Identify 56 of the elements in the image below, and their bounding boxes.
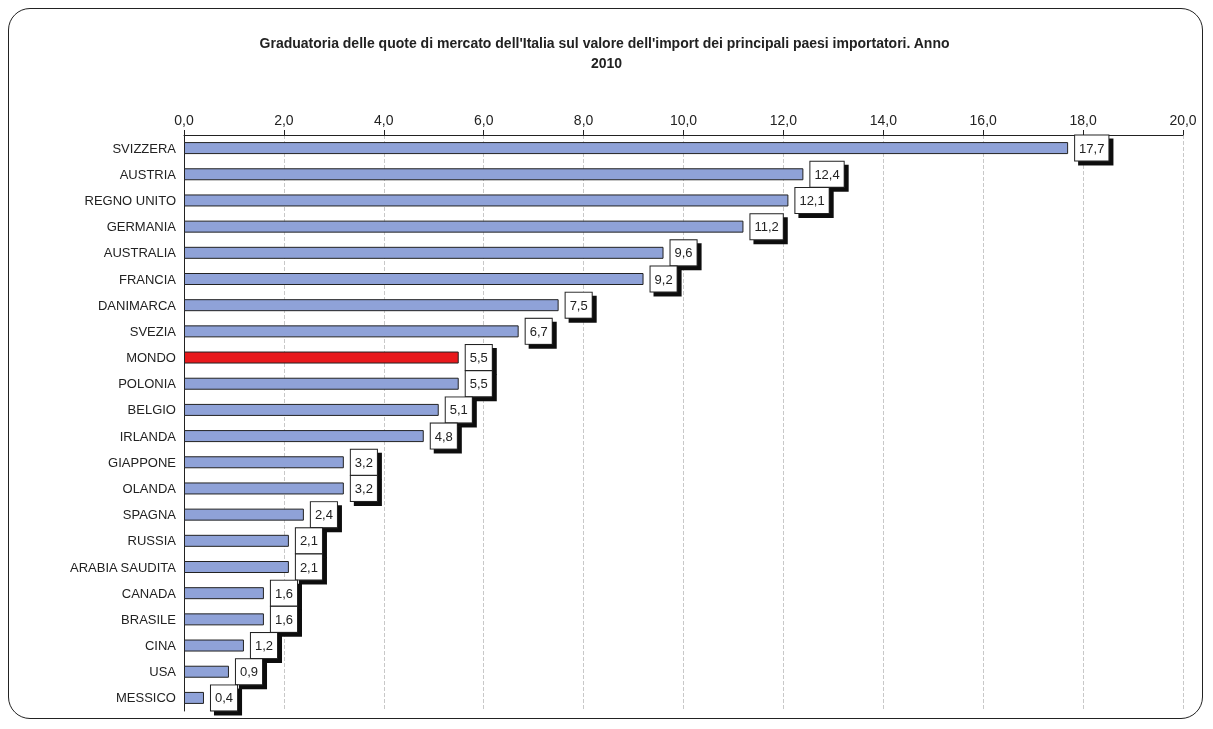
chart-title: Graduatoria delle quote di mercato dell'Italia sul valore dell'import dei principali paesi importatori. Anno 2010 — [259, 35, 954, 71]
data-label: 12,4 — [814, 166, 840, 182]
y-tick-label: POLONIA — [118, 376, 177, 392]
data-label: 9,2 — [654, 271, 673, 287]
data-label: 2,1 — [299, 533, 318, 549]
x-tick-label: 8,0 — [573, 112, 594, 128]
x-tick-label: 18,0 — [1069, 112, 1097, 128]
data-label: 5,1 — [449, 402, 468, 418]
y-tick-label: DANIMARCA — [97, 297, 177, 313]
y-tick-label: AUSTRIA — [119, 166, 177, 182]
data-label: 5,5 — [469, 350, 488, 366]
y-tick-label: FRANCIA — [118, 271, 177, 287]
y-tick-label: RUSSIA — [127, 533, 177, 549]
x-tick-label: 14,0 — [869, 112, 898, 128]
y-tick-label: CINA — [144, 638, 177, 654]
data-label: 1,6 — [274, 611, 293, 627]
data-label: 2,1 — [299, 559, 318, 575]
y-tick-label: REGNO UNITO — [84, 192, 176, 208]
data-label: 2,4 — [314, 507, 333, 523]
y-tick-label: SVEZIA — [129, 323, 177, 339]
y-tick-label: CANADA — [121, 585, 177, 601]
data-label: 11,2 — [754, 219, 779, 235]
x-tick-label: 16,0 — [969, 112, 998, 128]
data-label: 9,6 — [674, 245, 693, 261]
y-tick-label: ARABIA SAUDITA — [70, 559, 177, 575]
y-tick-label: BELGIO — [127, 402, 176, 418]
data-label: 0,4 — [214, 690, 234, 706]
data-label: 3,2 — [354, 454, 373, 470]
data-label: 1,2 — [254, 638, 274, 654]
y-tick-label: GERMANIA — [106, 219, 177, 235]
x-tick-label: 0,0 — [174, 112, 194, 128]
x-tick-label: 2,0 — [274, 112, 294, 128]
x-tick-label: 20,0 — [1169, 112, 1197, 128]
y-tick-label: BRASILE — [121, 611, 177, 627]
data-label: 3,2 — [354, 480, 373, 496]
data-label: 0,9 — [239, 664, 259, 680]
data-label: 1,6 — [274, 585, 293, 601]
data-label: 6,7 — [529, 323, 548, 339]
y-tick-label: MONDO — [126, 350, 176, 366]
data-label: 7,5 — [569, 297, 588, 313]
data-label: 12,1 — [799, 192, 825, 208]
y-tick-label: AUSTRALIA — [103, 245, 177, 261]
y-tick-label: OLANDA — [122, 480, 177, 496]
data-label: 17,7 — [1079, 140, 1105, 156]
x-tick-label: 10,0 — [669, 112, 698, 128]
data-label: 5,5 — [469, 376, 488, 392]
x-tick-label: 6,0 — [473, 112, 494, 128]
y-tick-label: SVIZZERA — [112, 140, 177, 156]
data-label: 4,8 — [434, 428, 453, 444]
y-tick-label: MESSICO — [116, 690, 176, 706]
x-tick-label: 12,0 — [769, 112, 798, 128]
x-tick-label: 4,0 — [374, 112, 394, 128]
y-tick-label: GIAPPONE — [108, 454, 177, 470]
y-tick-label: IRLANDA — [119, 428, 177, 444]
y-tick-label: USA — [149, 664, 177, 680]
y-tick-label: SPAGNA — [122, 507, 177, 523]
